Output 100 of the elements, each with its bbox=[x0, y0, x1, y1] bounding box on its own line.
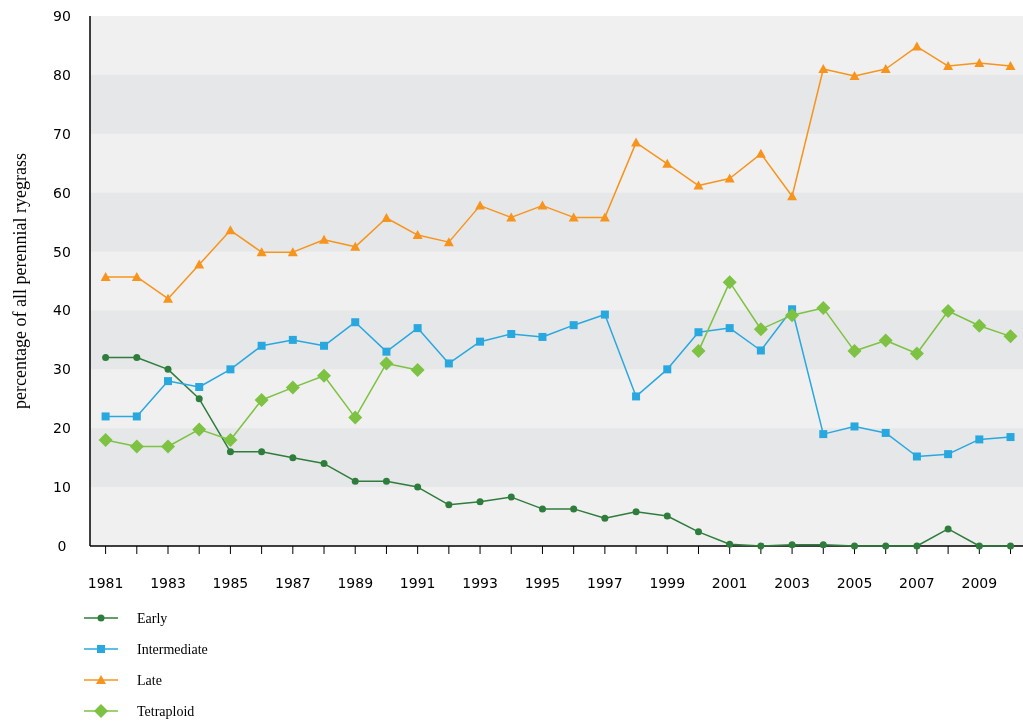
point bbox=[101, 412, 110, 421]
point bbox=[1006, 433, 1015, 442]
point bbox=[289, 454, 297, 462]
point bbox=[847, 344, 862, 359]
point bbox=[944, 450, 953, 459]
point bbox=[568, 212, 579, 222]
point bbox=[599, 212, 610, 222]
point bbox=[880, 64, 891, 73]
y-tick-label: 60 bbox=[53, 184, 71, 201]
point bbox=[444, 359, 453, 368]
point bbox=[351, 477, 359, 485]
point bbox=[662, 158, 673, 168]
point bbox=[507, 493, 515, 501]
y-tick-label: 90 bbox=[53, 8, 71, 24]
point bbox=[944, 525, 952, 533]
x-tick-label: 2009 bbox=[961, 575, 998, 591]
point bbox=[538, 332, 547, 341]
point bbox=[445, 501, 453, 509]
point bbox=[632, 392, 641, 401]
point bbox=[878, 333, 893, 348]
point bbox=[818, 64, 829, 73]
point bbox=[1003, 329, 1018, 344]
x-tick-label: 2003 bbox=[774, 575, 810, 591]
y-tick-label: 20 bbox=[53, 420, 71, 437]
point bbox=[850, 422, 859, 431]
point bbox=[225, 225, 236, 235]
point bbox=[98, 433, 113, 447]
point bbox=[974, 58, 985, 68]
point bbox=[223, 433, 238, 447]
point bbox=[724, 173, 735, 183]
point bbox=[694, 328, 703, 337]
point bbox=[475, 200, 486, 210]
point bbox=[537, 200, 548, 210]
point bbox=[975, 435, 984, 444]
point bbox=[132, 412, 141, 421]
point bbox=[941, 304, 956, 319]
point bbox=[256, 247, 267, 257]
point bbox=[320, 341, 329, 350]
point bbox=[413, 324, 422, 333]
point bbox=[348, 410, 363, 425]
point bbox=[100, 271, 111, 281]
point bbox=[911, 41, 922, 51]
y-tick-label: 40 bbox=[53, 302, 71, 319]
point bbox=[538, 505, 546, 513]
point bbox=[288, 335, 297, 344]
legend-label: Intermediate bbox=[137, 642, 208, 657]
x-tick-label: 2005 bbox=[836, 575, 873, 591]
point bbox=[788, 541, 796, 549]
point bbox=[506, 212, 517, 222]
x-tick-label: 1983 bbox=[150, 575, 186, 591]
point bbox=[694, 528, 702, 536]
point bbox=[882, 542, 890, 550]
legend-label: Early bbox=[137, 611, 168, 626]
point bbox=[570, 505, 578, 513]
point bbox=[943, 61, 954, 71]
x-tick-label: 1997 bbox=[587, 575, 623, 591]
point bbox=[912, 452, 921, 461]
point bbox=[787, 191, 798, 201]
point bbox=[257, 341, 266, 350]
x-tick-label: 1999 bbox=[649, 575, 686, 591]
x-tick-label: 1993 bbox=[462, 575, 498, 591]
y-tick-label: 80 bbox=[53, 66, 71, 83]
point bbox=[476, 498, 484, 506]
point bbox=[133, 354, 141, 362]
point bbox=[412, 230, 423, 240]
x-tick-label: 2001 bbox=[711, 575, 748, 591]
point bbox=[1007, 542, 1015, 550]
point bbox=[226, 365, 235, 374]
point bbox=[254, 392, 269, 407]
point bbox=[164, 365, 172, 373]
point bbox=[226, 448, 234, 456]
point bbox=[163, 293, 174, 303]
point bbox=[443, 237, 454, 247]
point bbox=[569, 321, 578, 330]
point bbox=[913, 542, 921, 550]
x-tick-label: 1991 bbox=[399, 575, 436, 591]
point bbox=[909, 346, 924, 361]
x-tick-label: 2007 bbox=[899, 575, 935, 591]
point bbox=[161, 439, 176, 454]
point bbox=[382, 347, 391, 356]
point bbox=[287, 247, 298, 257]
point bbox=[881, 428, 890, 437]
point bbox=[753, 322, 768, 337]
point bbox=[194, 259, 205, 269]
point bbox=[410, 362, 425, 377]
point bbox=[691, 344, 706, 359]
point bbox=[816, 301, 831, 316]
point bbox=[755, 148, 766, 158]
point bbox=[819, 541, 827, 549]
legend-label: Tetraploid bbox=[137, 704, 195, 719]
point bbox=[258, 448, 266, 456]
point bbox=[381, 212, 392, 222]
y-tick-label: 50 bbox=[53, 243, 71, 260]
point bbox=[757, 542, 765, 550]
y-tick-label: 30 bbox=[53, 361, 71, 378]
point bbox=[320, 460, 328, 468]
point bbox=[601, 514, 609, 522]
point bbox=[722, 275, 737, 290]
point bbox=[131, 271, 142, 281]
point bbox=[351, 318, 360, 327]
